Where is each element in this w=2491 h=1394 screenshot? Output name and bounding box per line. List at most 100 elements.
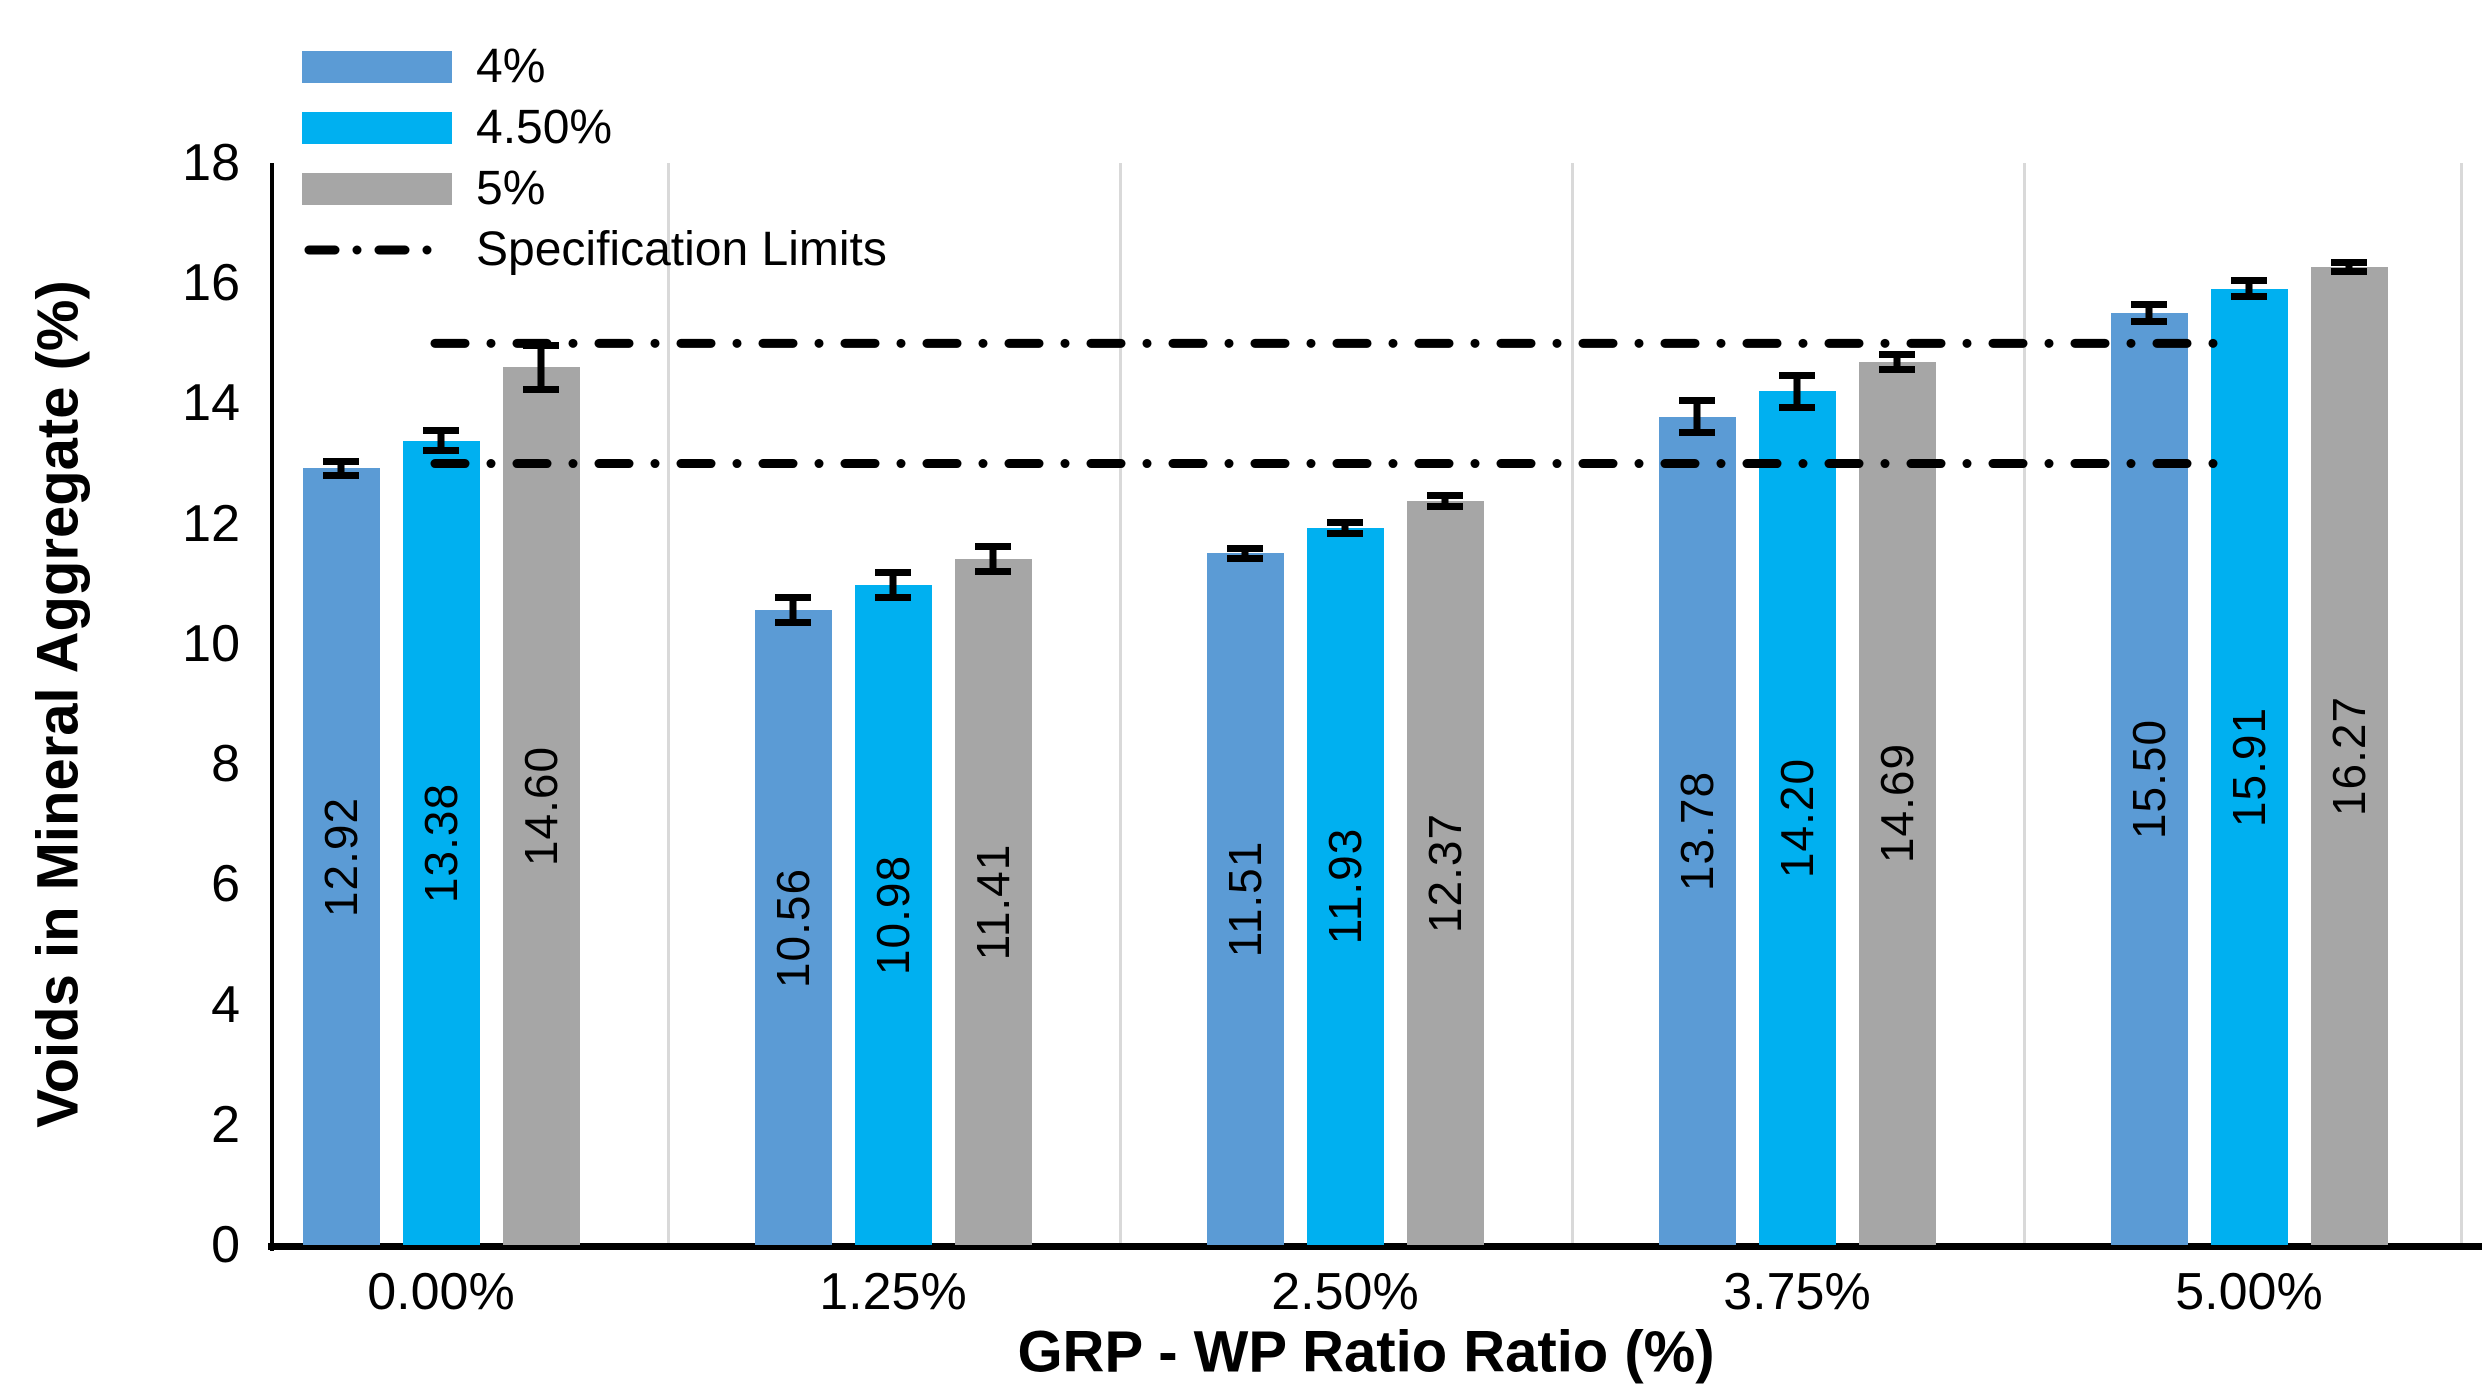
y-tick-label: 0 bbox=[211, 1216, 240, 1274]
error-bar-cap bbox=[2231, 293, 2267, 301]
legend-item-5pct: 5% bbox=[302, 158, 887, 219]
x-axis-line bbox=[268, 1243, 2482, 1250]
error-bar-cap bbox=[1227, 554, 1263, 562]
legend-swatch-gray bbox=[302, 172, 452, 205]
gridline-category-separator bbox=[2023, 163, 2026, 1245]
error-bar-stem bbox=[2345, 261, 2353, 273]
error-bar bbox=[975, 542, 1011, 576]
bar-5%-5.00%: 16.27 bbox=[2310, 267, 2388, 1245]
bar-5%-2.50%: 12.37 bbox=[1406, 501, 1484, 1245]
specification-limit-lines bbox=[430, 338, 2240, 469]
error-bar-stem bbox=[1793, 374, 1801, 409]
x-axis-tick-labels: 0.00% 1.25% 2.50% 3.75% 5.00% bbox=[270, 1262, 2463, 1326]
error-bar bbox=[423, 427, 459, 454]
error-bar bbox=[523, 341, 559, 394]
y-tick-label: 18 bbox=[182, 134, 240, 192]
y-tick-label: 12 bbox=[182, 494, 240, 553]
legend: 4% 4.50% 5% Specification Limits bbox=[302, 36, 887, 280]
bar-4%-2.50%: 11.51 bbox=[1206, 553, 1284, 1245]
error-bar-stem bbox=[337, 460, 345, 477]
error-bar bbox=[2131, 301, 2167, 326]
error-bar bbox=[2231, 277, 2267, 301]
error-bar bbox=[1427, 492, 1463, 511]
error-bar-cap bbox=[1879, 366, 1915, 374]
y-tick-label: 4 bbox=[211, 975, 240, 1034]
legend-item-spec-limits: Specification Limits bbox=[302, 219, 887, 280]
y-tick-label: 8 bbox=[211, 735, 240, 794]
error-bar-stem bbox=[1893, 353, 1901, 371]
error-bar bbox=[1227, 544, 1263, 562]
y-axis-line bbox=[270, 163, 274, 1251]
gridline-category-separator bbox=[667, 163, 670, 1245]
x-tick-label: 1.25% bbox=[819, 1263, 967, 1321]
error-bar bbox=[775, 594, 811, 627]
bar-4%-1.25%: 10.56 bbox=[754, 610, 832, 1245]
legend-swatch-cyan bbox=[302, 111, 452, 144]
y-tick-label: 14 bbox=[182, 374, 240, 433]
bar-4%-5.00%: 15.50 bbox=[2110, 313, 2188, 1245]
error-bar-cap bbox=[975, 568, 1011, 576]
bar-4%-0.00%: 12.92 bbox=[302, 468, 380, 1245]
x-axis-title: GRP - WP Ratio Ratio (%) bbox=[1017, 1319, 1715, 1385]
error-bar bbox=[1679, 396, 1715, 437]
error-bar-cap bbox=[1327, 529, 1363, 537]
gridline-category-separator bbox=[1571, 163, 1574, 1245]
legend-label: 5% bbox=[476, 162, 546, 215]
gridline-category-separator bbox=[1119, 163, 1122, 1245]
error-bar-stem bbox=[437, 430, 445, 451]
error-bar-cap bbox=[875, 594, 911, 602]
error-bar-cap bbox=[1679, 429, 1715, 437]
plot-area: 12.92 13.38 14.60 10.56 10.98 11.41 11.51 11.93… bbox=[270, 163, 2463, 1245]
error-bar bbox=[323, 457, 359, 480]
legend-swatch-blue bbox=[302, 50, 452, 83]
bar-4.50%-3.75%: 14.20 bbox=[1758, 391, 1836, 1245]
error-bar-cap bbox=[2331, 268, 2367, 276]
error-bar-cap bbox=[775, 619, 811, 627]
error-bar-stem bbox=[1693, 399, 1701, 434]
error-bar-stem bbox=[537, 344, 545, 391]
error-bar-stem bbox=[989, 545, 997, 573]
gridline-category-separator bbox=[2460, 163, 2463, 1245]
y-tick-label: 16 bbox=[182, 254, 240, 313]
legend-label: 4.50% bbox=[476, 101, 613, 154]
error-bar bbox=[875, 568, 911, 602]
legend-item-4-50pct: 4.50% bbox=[302, 97, 887, 158]
bar-4.50%-0.00%: 13.38 bbox=[402, 440, 480, 1245]
error-bar bbox=[1327, 518, 1363, 537]
error-bar-stem bbox=[2245, 280, 2253, 298]
x-tick-label: 0.00% bbox=[367, 1263, 515, 1321]
error-bar-cap bbox=[323, 472, 359, 480]
y-tick-label: 6 bbox=[211, 855, 240, 914]
bar-4.50%-5.00%: 15.91 bbox=[2210, 288, 2288, 1245]
bar-4.50%-1.25%: 10.98 bbox=[854, 584, 932, 1245]
error-bar-cap bbox=[1427, 503, 1463, 511]
error-bar bbox=[1779, 371, 1815, 412]
error-bar-cap bbox=[523, 386, 559, 394]
legend-item-4pct: 4% bbox=[302, 36, 887, 97]
bar-4%-3.75%: 13.78 bbox=[1658, 416, 1736, 1245]
error-bar-cap bbox=[423, 446, 459, 454]
error-bar bbox=[1879, 350, 1915, 374]
legend-label: Specification Limits bbox=[476, 223, 887, 276]
x-tick-label: 2.50% bbox=[1271, 1263, 1419, 1321]
bar-5%-1.25%: 11.41 bbox=[954, 559, 1032, 1245]
legend-label: 4% bbox=[476, 40, 546, 93]
bar-4.50%-2.50%: 11.93 bbox=[1306, 527, 1384, 1245]
error-bar-stem bbox=[789, 597, 797, 624]
error-bar-cap bbox=[1779, 404, 1815, 412]
x-tick-label: 3.75% bbox=[1723, 1263, 1871, 1321]
bar-5%-0.00%: 14.60 bbox=[502, 367, 580, 1245]
error-bar-stem bbox=[1241, 547, 1249, 559]
dash-dot-line-icon bbox=[304, 245, 450, 254]
error-bar-stem bbox=[1441, 495, 1449, 508]
error-bar bbox=[2331, 258, 2367, 276]
error-bar-stem bbox=[889, 571, 897, 599]
error-bar-stem bbox=[1341, 521, 1349, 534]
y-axis-tick-labels: 0 2 4 6 8 10 12 14 16 18 bbox=[0, 134, 240, 1274]
y-tick-label: 10 bbox=[182, 614, 240, 673]
y-tick-label: 2 bbox=[211, 1095, 240, 1154]
error-bar-stem bbox=[2145, 304, 2153, 323]
bar-5%-3.75%: 14.69 bbox=[1858, 361, 1936, 1245]
x-tick-label: 5.00% bbox=[2175, 1263, 2323, 1321]
